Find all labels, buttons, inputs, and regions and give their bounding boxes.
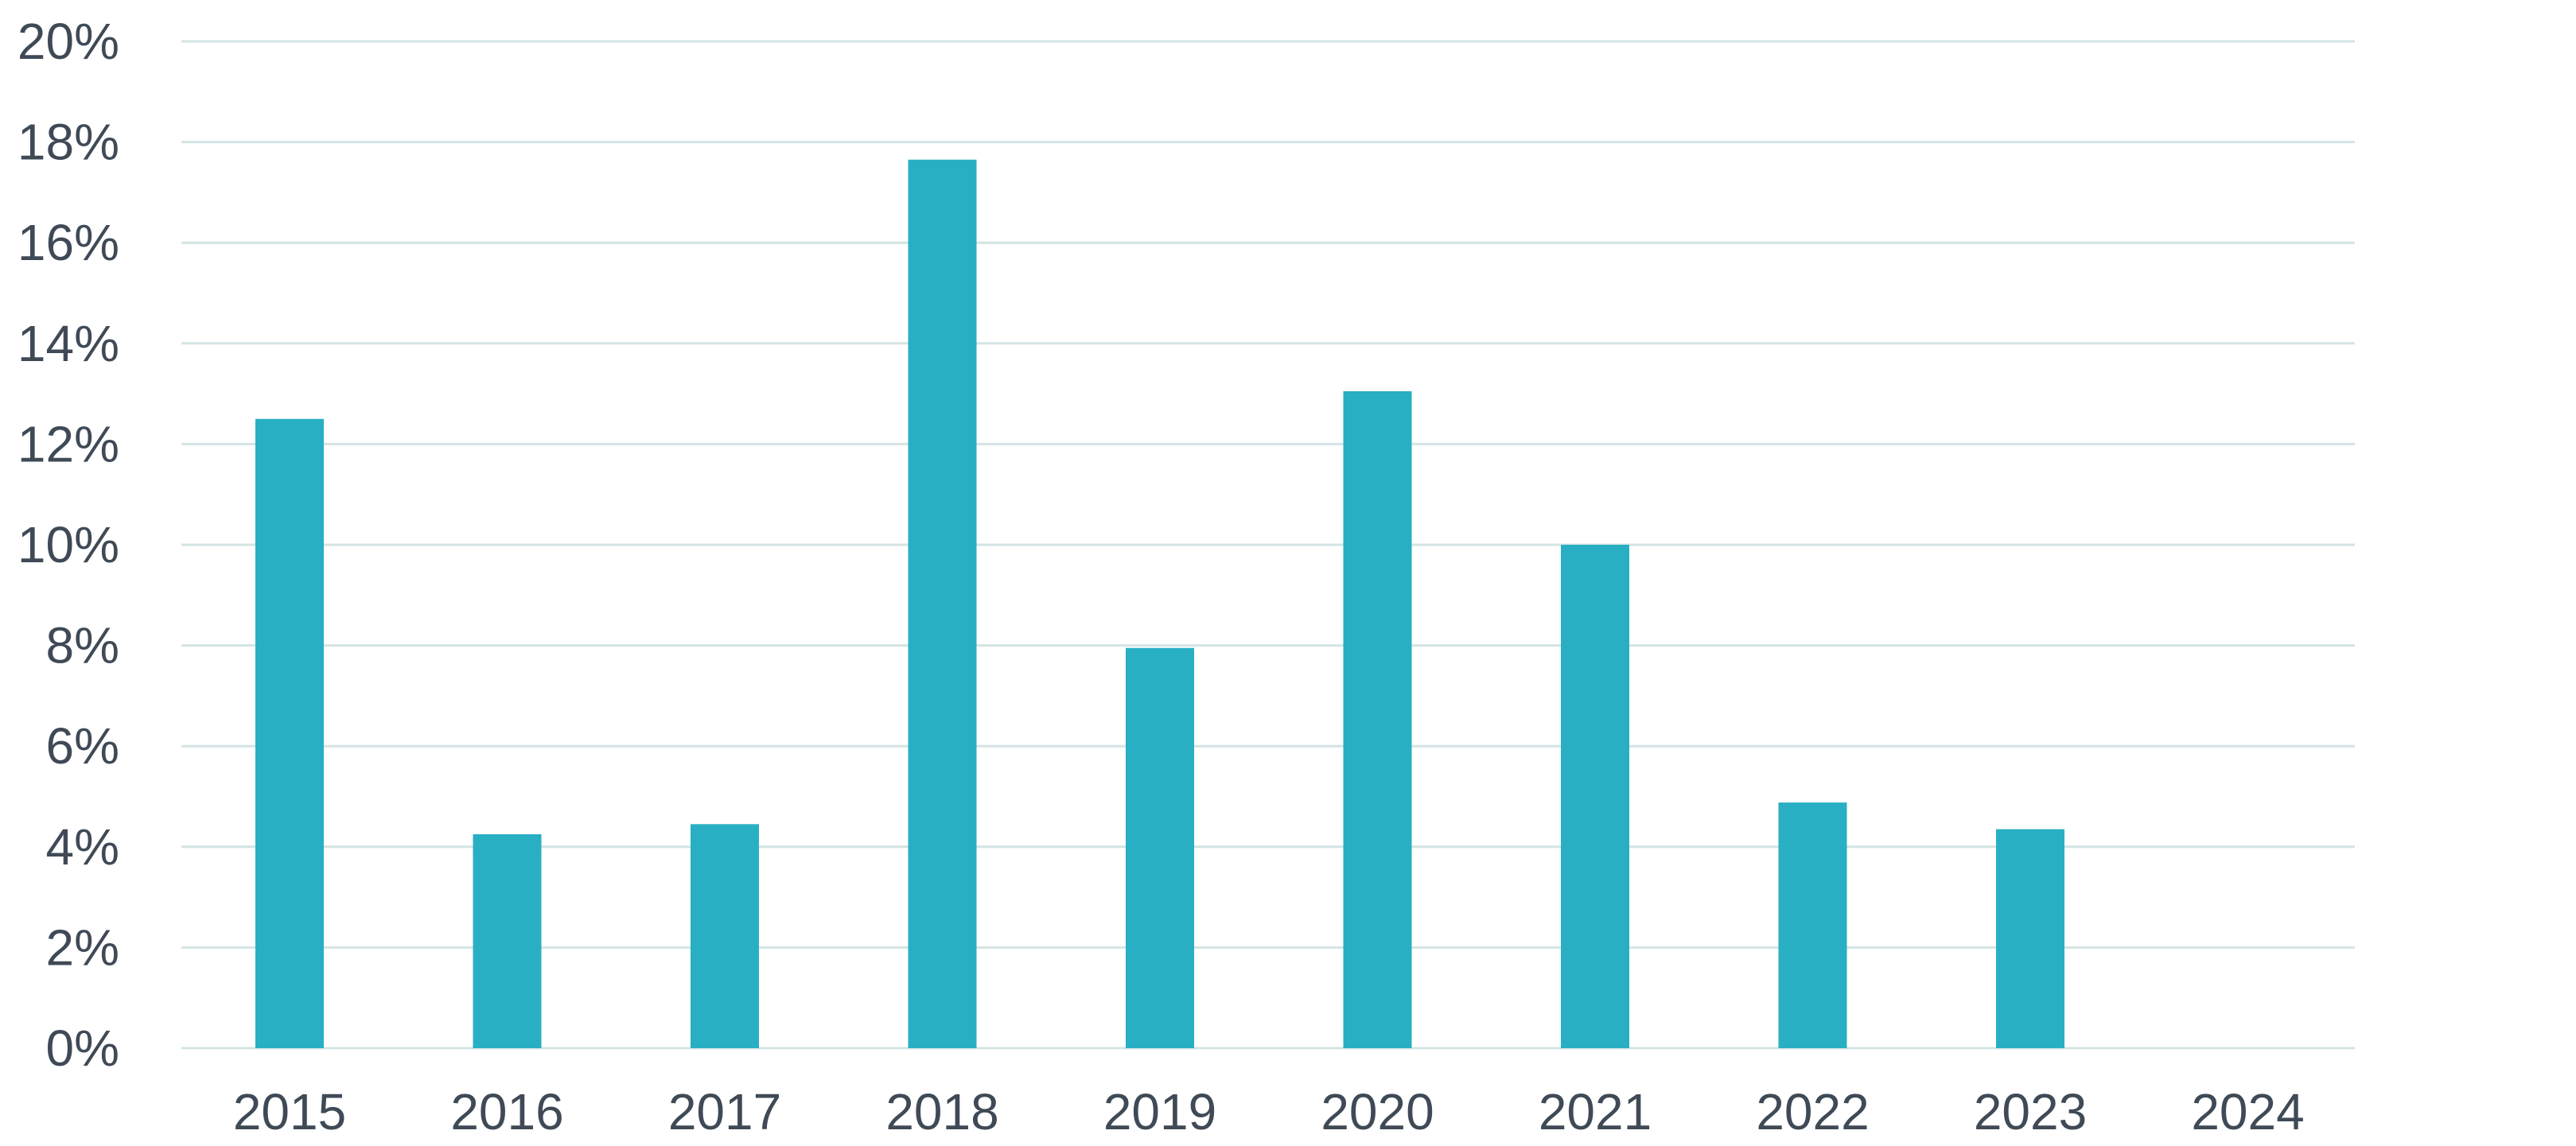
x-tick-label-2019: 2019 — [1103, 1083, 1216, 1140]
y-axis-tick-labels: 0% 2% 4% 6% 8% 10% 12% 14% 16% 18% 20% — [18, 13, 119, 1077]
x-tick-label-2023: 2023 — [1974, 1083, 2087, 1140]
bar-2022 — [1778, 802, 1847, 1048]
bar-2020 — [1343, 390, 1412, 1048]
y-tick-label: 20% — [18, 13, 119, 70]
x-tick-label-2018: 2018 — [885, 1083, 998, 1140]
y-tick-label: 6% — [46, 717, 120, 775]
bar-2016 — [473, 833, 542, 1048]
y-tick-label: 12% — [18, 415, 119, 472]
y-tick-label: 8% — [46, 617, 120, 674]
bar-2015 — [255, 418, 324, 1048]
bar-2021 — [1561, 545, 1629, 1048]
bar-2018 — [908, 159, 977, 1048]
y-tick-label: 18% — [18, 114, 119, 171]
y-tick-label: 0% — [46, 1020, 120, 1077]
x-tick-label-2016: 2016 — [450, 1083, 563, 1140]
x-tick-label-2017: 2017 — [668, 1083, 781, 1140]
x-axis-tick-labels: 2015 2016 2017 2018 2019 2020 2021 2022 2023 2024 — [233, 1083, 2305, 1140]
gridlines — [181, 40, 2355, 1050]
bar-2017 — [691, 824, 759, 1048]
bar-2023 — [1996, 829, 2064, 1048]
y-tick-label: 2% — [46, 919, 120, 976]
y-tick-label: 14% — [18, 315, 119, 372]
x-tick-label-2024: 2024 — [2191, 1083, 2304, 1140]
x-tick-label-2022: 2022 — [1756, 1083, 1869, 1140]
x-tick-label-2020: 2020 — [1321, 1083, 1434, 1140]
y-tick-label: 10% — [18, 516, 119, 573]
y-tick-label: 16% — [18, 214, 119, 271]
bars — [255, 159, 2064, 1048]
bar-2019 — [1126, 647, 1194, 1048]
y-tick-label: 4% — [46, 818, 120, 876]
x-tick-label-2015: 2015 — [233, 1083, 346, 1140]
x-tick-label-2021: 2021 — [1539, 1083, 1652, 1140]
